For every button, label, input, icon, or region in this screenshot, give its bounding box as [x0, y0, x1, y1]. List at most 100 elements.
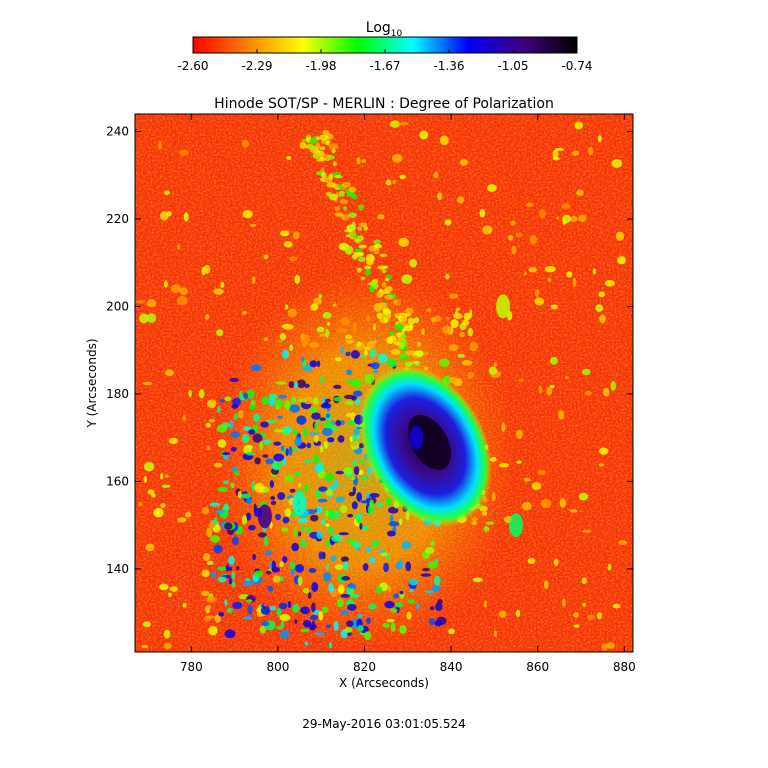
magnetic-element [214, 614, 221, 623]
network-lane-element [321, 172, 327, 179]
magnetic-element [472, 577, 484, 583]
magnetic-element [293, 381, 299, 389]
magnetic-element [321, 606, 329, 614]
magnetic-element [582, 368, 591, 376]
magnetic-element [349, 436, 354, 442]
x-tick-label: 820 [353, 660, 376, 674]
y-axis-label: Y (Arcseconds) [85, 338, 99, 428]
magnetic-element [275, 626, 283, 630]
network-lane-element [356, 267, 362, 273]
magnetic-element [307, 592, 312, 600]
magnetic-element [293, 528, 298, 538]
magnetic-element [363, 349, 368, 356]
magnetic-element [553, 558, 559, 567]
magnetic-element [357, 341, 362, 348]
network-lane-element [334, 212, 344, 217]
feature-plage [292, 491, 307, 516]
network-lane-element [479, 505, 488, 512]
magnetic-element [550, 304, 558, 310]
magnetic-element [561, 598, 566, 607]
network-lane-element [308, 138, 318, 144]
magnetic-element [234, 470, 240, 476]
magnetic-element [352, 433, 356, 444]
magnetic-element [380, 552, 388, 557]
magnetic-element [584, 390, 592, 396]
magnetic-element [170, 284, 182, 294]
magnetic-element [562, 214, 572, 224]
colorbar-tick-label: -2.29 [241, 59, 272, 73]
network-lane-element [471, 520, 477, 526]
magnetic-element [208, 625, 218, 636]
magnetic-element [241, 514, 248, 525]
magnetic-element [340, 594, 351, 598]
network-lane-element [376, 291, 383, 298]
network-lane-element [332, 161, 337, 167]
network-lane-element [379, 253, 388, 257]
magnetic-element [272, 575, 281, 583]
network-lane-element [388, 331, 395, 336]
magnetic-element [217, 439, 227, 448]
magnetic-element [498, 610, 507, 618]
magnetic-element [323, 421, 334, 429]
magnetic-element [334, 357, 342, 362]
magnetic-element [164, 190, 170, 196]
x-tick-label: 840 [440, 660, 463, 674]
magnetic-element [268, 393, 278, 401]
magnetic-element [409, 258, 418, 268]
magnetic-element [277, 492, 286, 500]
magnetic-element [397, 122, 409, 126]
magnetic-element [599, 447, 609, 455]
magnetic-element [331, 534, 343, 543]
network-lane-element [400, 333, 407, 339]
magnetic-element [467, 327, 474, 337]
magnetic-element [252, 276, 256, 285]
magnetic-element [350, 350, 360, 359]
network-lane-element [381, 281, 387, 288]
magnetic-element [559, 498, 567, 508]
network-lane-element [485, 521, 495, 525]
magnetic-element [304, 641, 309, 646]
magnetic-element [289, 256, 298, 262]
magnetic-element [373, 370, 379, 374]
magnetic-element [390, 622, 396, 633]
magnetic-element [160, 211, 169, 221]
magnetic-element [289, 344, 294, 352]
magnetic-element [361, 159, 366, 163]
magnetic-element [340, 346, 344, 355]
magnetic-element [179, 287, 188, 296]
magnetic-element [167, 592, 172, 597]
magnetic-element [401, 274, 413, 284]
magnetic-element [342, 561, 349, 571]
magnetic-element [267, 585, 274, 592]
magnetic-element [598, 291, 606, 298]
magnetic-element [251, 480, 256, 491]
magnetic-element [408, 579, 419, 586]
magnetic-element [401, 541, 412, 550]
magnetic-element [282, 516, 290, 524]
magnetic-element [578, 492, 589, 501]
magnetic-element [569, 509, 578, 513]
magnetic-element [217, 486, 228, 492]
magnetic-element [419, 130, 429, 140]
network-lane-element [312, 152, 319, 159]
magnetic-element [612, 603, 621, 609]
magnetic-element [350, 442, 358, 447]
magnetic-element [398, 237, 409, 247]
magnetic-element [391, 153, 403, 163]
magnetic-element [302, 587, 310, 594]
magnetic-element [405, 561, 412, 572]
magnetic-element [300, 628, 311, 633]
magnetic-element [214, 509, 226, 514]
network-lane-element [327, 154, 335, 160]
magnetic-element [320, 402, 332, 409]
magnetic-element [273, 429, 284, 433]
magnetic-element [501, 422, 506, 432]
magnetic-element [448, 376, 459, 384]
magnetic-element [531, 482, 542, 490]
magnetic-element [511, 245, 517, 255]
magnetic-element [335, 496, 345, 503]
magnetic-element [332, 303, 337, 307]
magnetic-element [516, 460, 522, 464]
magnetic-element [515, 232, 523, 238]
magnetic-element [265, 458, 274, 465]
